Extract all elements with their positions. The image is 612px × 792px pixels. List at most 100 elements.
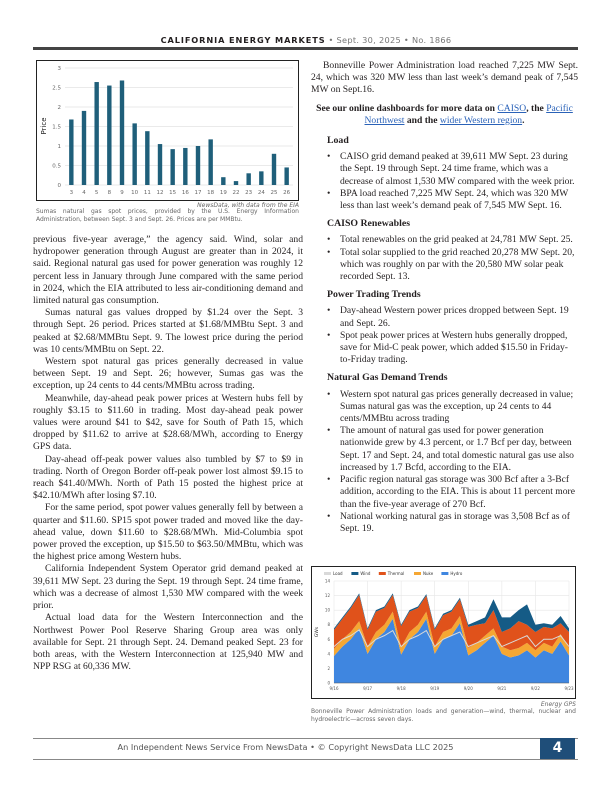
load-line [333, 629, 570, 648]
dashboards-promo: See our online dashboards for more data … [311, 103, 578, 127]
x-tick-label: 9/19 [430, 686, 439, 691]
y-tick-label: 4 [327, 651, 330, 656]
x-tick-label: 9/17 [363, 686, 372, 691]
legend-swatch [351, 572, 359, 575]
y-tick-label: 2.5 [52, 86, 61, 92]
x-tick-label: 8 [108, 190, 112, 196]
section-heading: Power Trading Trends [327, 289, 421, 301]
area-thermal [334, 594, 569, 651]
bar [119, 80, 125, 185]
bar [170, 149, 175, 185]
section-heading: CAISO Renewables [327, 218, 411, 230]
x-tick-label: 9/18 [397, 686, 406, 691]
article-paragraph: For the same period, spot power values g… [33, 502, 303, 563]
bar [81, 110, 87, 185]
promo-text: . [522, 114, 525, 126]
article-paragraph: previous five-year average,” the agency … [33, 234, 303, 307]
promo-text: See our online dashboards for more data … [316, 102, 498, 114]
legend-swatch [378, 572, 386, 575]
y-tick-label: 12 [325, 593, 331, 598]
y-tick-label: 14 [325, 579, 331, 584]
bullet-item: Total renewables on the grid peaked at 2… [327, 234, 578, 246]
y-tick-label: 0.5 [52, 164, 61, 170]
western-region-link[interactable]: wider Western region [439, 114, 523, 126]
legend-swatch [441, 572, 449, 575]
bullet-item: Total solar supplied to the grid reached… [327, 247, 578, 284]
page-number: 4 [540, 738, 575, 759]
pacific-northwest-link[interactable]: Pacific Northwest [364, 102, 573, 126]
x-tick-label: 9/16 [330, 686, 339, 691]
y-axis-label: Price [40, 117, 48, 134]
bullet-item: The amount of natural gas used for power… [327, 425, 578, 474]
bpa-generation-chart: 0 2 4 6 8 10 12 14 9/16 9/17 9/18 9/19 9/20 9/21 9/22 9… [311, 566, 576, 699]
y-tick-label: 2 [327, 666, 330, 671]
x-tick-label: 11 [144, 190, 151, 196]
article-paragraph: Actual load data for the Western Interco… [33, 612, 303, 673]
chart-source: NewsData, with data from the EIA [197, 202, 299, 209]
y-tick-label: 0 [58, 183, 62, 189]
bullet-list: Day-ahead Western power prices dropped b… [327, 305, 578, 366]
x-tick-label: 9/21 [497, 686, 506, 691]
x-tick-label: 18 [207, 190, 214, 196]
bar [107, 85, 112, 185]
article-paragraph: Day-ahead off-peak power values also tum… [33, 453, 303, 502]
y-tick-label: 3 [58, 66, 62, 72]
x-tick-label: 9/22 [531, 686, 540, 691]
y-tick-label: 1.5 [52, 125, 61, 131]
article-paragraph: Sumas natural gas values dropped by $1.2… [33, 307, 303, 355]
promo-text: and the [404, 114, 440, 126]
issue-number: No. 1866 [411, 35, 452, 45]
x-tick-label: 10 [131, 190, 138, 196]
bar [132, 123, 137, 185]
footer-text: An Independent News Service From NewsDat… [117, 742, 454, 752]
bullet-item: Western spot natural gas prices generall… [327, 389, 578, 426]
x-tick-label: 3 [70, 190, 74, 196]
x-tick-label: 22 [233, 190, 240, 196]
x-tick-label: 15 [169, 190, 176, 196]
x-tick-label: 19 [220, 190, 227, 196]
bullet-item: BPA load reached 7,225 MW Sept. 24, whic… [327, 188, 578, 212]
y-tick-label: 8 [327, 622, 330, 627]
chart-caption: Bonneville Power Administration loads an… [311, 708, 576, 723]
bar [69, 119, 74, 185]
issue-date: Sept. 30, 2025 [336, 35, 401, 45]
bpa-intro: Bonneville Power Administration load rea… [311, 60, 578, 96]
page-header: CALIFORNIA ENERGY MARKETS • Sept. 30, 20… [0, 35, 612, 45]
right-column: Bonneville Power Administration load rea… [311, 60, 578, 535]
x-tick-label: 26 [283, 190, 290, 196]
legend-swatch [324, 572, 331, 575]
caiso-link[interactable]: CAISO [497, 102, 527, 114]
bar [157, 144, 163, 185]
promo-text: , the [526, 102, 547, 114]
bar [271, 153, 277, 185]
bar [259, 171, 264, 185]
header-rule [33, 47, 578, 50]
x-tick-label: 24 [258, 190, 265, 196]
area-nuke [334, 611, 569, 658]
chart-source: Energy GPS [540, 701, 576, 708]
bullet-item: CAISO grid demand peaked at 39,611 MW Se… [327, 151, 578, 188]
bar [94, 82, 99, 185]
x-tick-label: 16 [182, 190, 189, 196]
legend-label: Load [333, 571, 343, 576]
x-tick-label: 4 [82, 190, 86, 196]
left-column-article: previous five-year average,” the agency … [33, 234, 303, 673]
bullet-item: Spot peak power prices at Western hubs g… [327, 330, 578, 367]
legend-swatch [414, 572, 421, 575]
bar [183, 147, 188, 185]
article-paragraph: Meanwhile, day-ahead peak power prices a… [33, 392, 303, 453]
bar [208, 139, 213, 185]
x-tick-label: 9 [120, 190, 124, 196]
section-heading: Natural Gas Demand Trends [327, 372, 448, 384]
bullet-list: Total renewables on the grid peaked at 2… [327, 234, 578, 283]
legend-label: Hydro [450, 571, 462, 576]
legend-label: Wind [360, 571, 371, 576]
sumas-price-chart: 0 0.5 1 1.5 2 2.5 3 Price 3 4 5 8 9 10 11 12 15 16 17 18 19 2… [36, 60, 299, 201]
x-tick-label: 9/23 [565, 686, 574, 691]
bar [145, 131, 150, 185]
footer-rule [33, 759, 578, 760]
x-tick-label: 5 [95, 190, 99, 196]
bullet-item: Pacific region natural gas storage was 3… [327, 474, 578, 511]
bullet-item: National working natural gas in storage … [327, 511, 578, 535]
bullet-list: CAISO grid demand peaked at 39,611 MW Se… [327, 151, 578, 212]
